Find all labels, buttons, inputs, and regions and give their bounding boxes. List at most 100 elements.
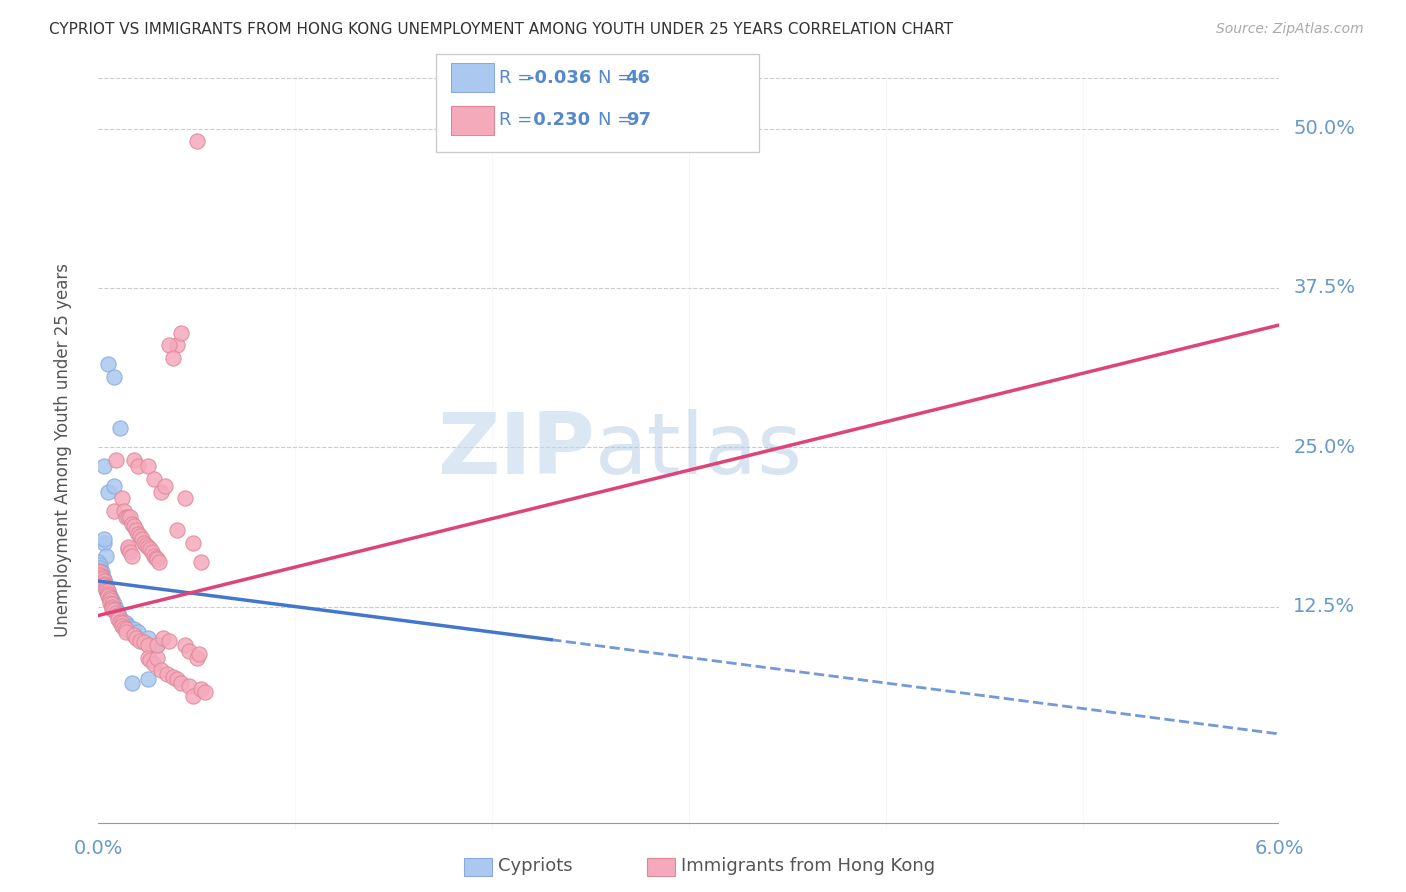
Text: R =: R =	[499, 69, 538, 87]
Text: N =: N =	[598, 69, 637, 87]
Point	[142, 657, 165, 671]
Text: ZIP: ZIP	[437, 409, 595, 492]
Point	[118, 621, 141, 635]
Point	[97, 584, 120, 599]
Point	[152, 632, 174, 646]
Point	[89, 564, 111, 578]
Point	[112, 615, 135, 629]
Point	[136, 638, 159, 652]
Point	[181, 536, 204, 550]
Point	[128, 529, 150, 543]
Point	[125, 523, 148, 537]
Point	[97, 484, 120, 499]
Point	[125, 632, 148, 646]
Point	[166, 523, 188, 537]
Point	[108, 615, 131, 629]
Point	[93, 574, 115, 588]
Point	[97, 587, 120, 601]
Point	[177, 679, 200, 693]
Point	[142, 472, 165, 486]
Point	[103, 599, 125, 614]
Text: 12.5%: 12.5%	[1294, 597, 1355, 616]
Point	[103, 603, 125, 617]
Point	[98, 593, 121, 607]
Point	[117, 540, 139, 554]
Point	[127, 459, 149, 474]
Point	[97, 590, 120, 604]
Point	[141, 545, 163, 559]
Point	[105, 606, 128, 620]
Point	[118, 545, 141, 559]
Text: 97: 97	[626, 112, 651, 129]
Point	[136, 632, 159, 646]
Point	[89, 567, 111, 582]
Point	[117, 618, 139, 632]
Point	[128, 634, 150, 648]
Point	[98, 596, 121, 610]
Point	[89, 561, 111, 575]
Point	[127, 527, 149, 541]
Point	[115, 616, 138, 631]
Point	[146, 650, 169, 665]
Point	[93, 574, 115, 588]
Point	[103, 370, 125, 384]
Point	[93, 576, 115, 591]
Point	[121, 516, 143, 531]
Point	[112, 621, 135, 635]
Point	[115, 510, 138, 524]
Point	[96, 582, 118, 597]
Point	[187, 647, 209, 661]
Text: atlas: atlas	[595, 409, 803, 492]
Text: N =: N =	[598, 112, 637, 129]
Point	[118, 510, 141, 524]
Point	[157, 634, 180, 648]
Point	[101, 602, 124, 616]
Point	[145, 551, 167, 566]
Point	[190, 682, 212, 697]
Point	[101, 596, 124, 610]
Text: 46: 46	[626, 69, 651, 87]
Point	[96, 581, 118, 595]
Text: 0.230: 0.230	[527, 112, 591, 129]
Point	[170, 676, 193, 690]
Point	[117, 510, 139, 524]
Point	[101, 597, 124, 611]
Point	[155, 478, 177, 492]
Point	[186, 650, 208, 665]
Point	[150, 663, 173, 677]
Point	[101, 593, 124, 607]
Point	[194, 685, 217, 699]
Point	[170, 326, 193, 340]
Point	[156, 667, 179, 681]
Text: 37.5%: 37.5%	[1294, 278, 1355, 298]
Text: -0.036: -0.036	[527, 69, 592, 87]
Point	[121, 549, 143, 563]
Point	[142, 549, 165, 563]
Point	[96, 582, 118, 597]
Point	[103, 597, 125, 611]
Point	[97, 358, 120, 372]
Point	[105, 603, 128, 617]
Point	[115, 625, 138, 640]
Point	[162, 351, 184, 365]
Point	[96, 581, 118, 595]
Point	[97, 584, 120, 599]
Point	[108, 421, 131, 435]
Point	[105, 602, 128, 616]
Point	[146, 638, 169, 652]
Point	[122, 623, 145, 637]
Point	[136, 672, 159, 686]
Point	[107, 612, 129, 626]
Point	[186, 135, 208, 149]
Point	[136, 540, 159, 554]
Point	[138, 653, 160, 667]
Point	[108, 612, 131, 626]
Point	[93, 536, 115, 550]
Point	[122, 453, 145, 467]
Point	[93, 576, 115, 591]
Point	[91, 565, 114, 579]
Point	[93, 572, 115, 586]
Point	[122, 627, 145, 641]
Point	[146, 552, 169, 566]
Point	[112, 504, 135, 518]
